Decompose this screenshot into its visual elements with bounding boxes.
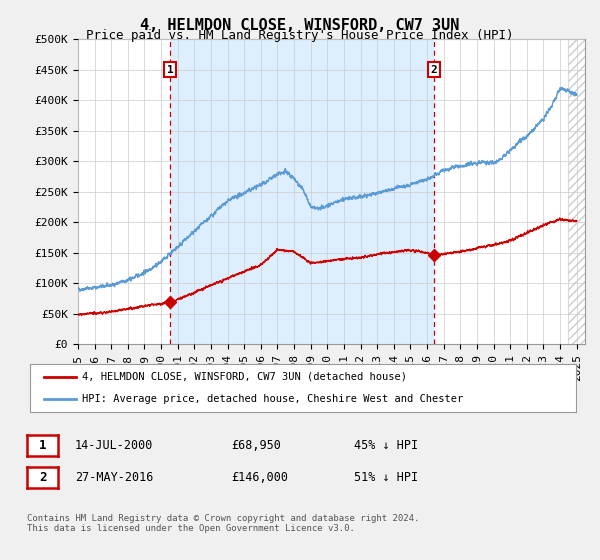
Text: 4, HELMDON CLOSE, WINSFORD, CW7 3UN (detached house): 4, HELMDON CLOSE, WINSFORD, CW7 3UN (det… <box>82 372 407 382</box>
Text: HPI: Average price, detached house, Cheshire West and Chester: HPI: Average price, detached house, Ches… <box>82 394 463 404</box>
Text: 1: 1 <box>167 65 173 74</box>
Text: 2: 2 <box>431 65 437 74</box>
Text: 51% ↓ HPI: 51% ↓ HPI <box>354 470 418 484</box>
Text: £146,000: £146,000 <box>231 470 288 484</box>
Text: 2: 2 <box>39 471 46 484</box>
Text: 4, HELMDON CLOSE, WINSFORD, CW7 3UN: 4, HELMDON CLOSE, WINSFORD, CW7 3UN <box>140 18 460 33</box>
Bar <box>568 39 585 344</box>
Text: 1: 1 <box>39 439 46 452</box>
Text: Price paid vs. HM Land Registry's House Price Index (HPI): Price paid vs. HM Land Registry's House … <box>86 29 514 42</box>
Text: £68,950: £68,950 <box>231 438 281 452</box>
Text: 45% ↓ HPI: 45% ↓ HPI <box>354 438 418 452</box>
Bar <box>170 39 434 344</box>
Text: Contains HM Land Registry data © Crown copyright and database right 2024.
This d: Contains HM Land Registry data © Crown c… <box>27 514 419 533</box>
Text: 27-MAY-2016: 27-MAY-2016 <box>75 470 154 484</box>
Text: 14-JUL-2000: 14-JUL-2000 <box>75 438 154 452</box>
